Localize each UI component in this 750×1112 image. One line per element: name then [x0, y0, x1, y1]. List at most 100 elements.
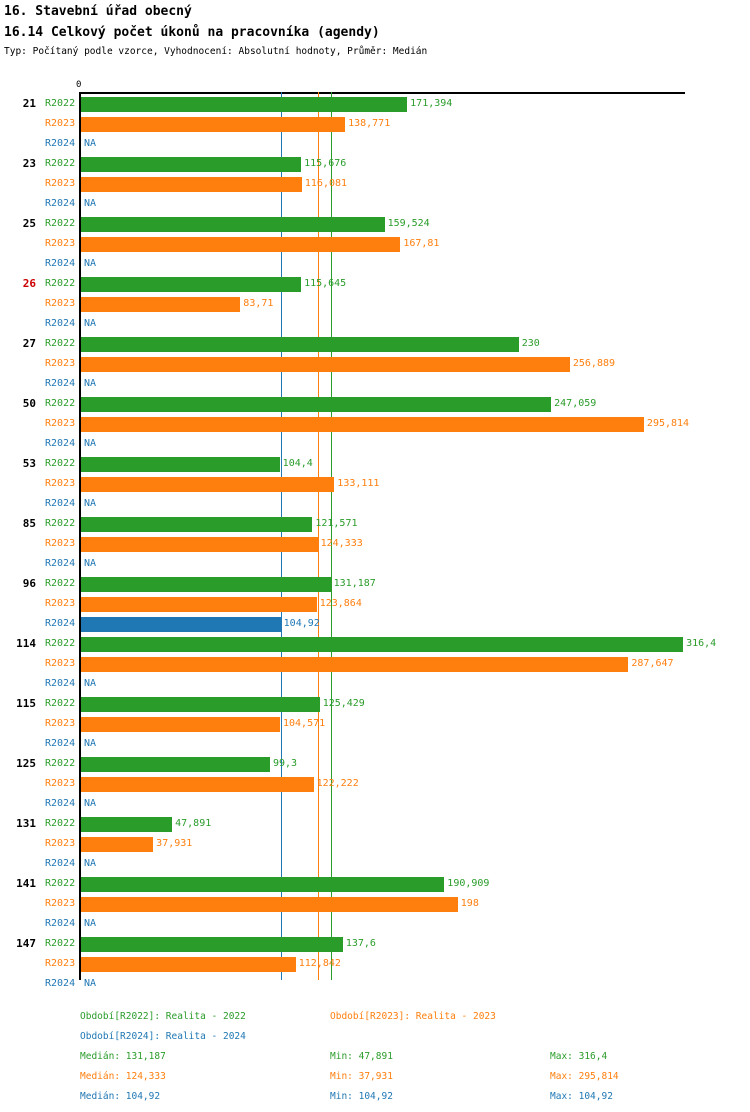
bar-r2022[interactable]: [81, 637, 684, 652]
series-label-r2024: R2024: [45, 438, 76, 449]
group-label-115[interactable]: 115: [16, 697, 36, 710]
axis-zero-line: [79, 92, 81, 980]
bar-r2023[interactable]: [81, 117, 346, 132]
bar-value-na: NA: [84, 378, 97, 389]
chart-row: R2024 NA: [0, 254, 750, 274]
group-label-25[interactable]: 25: [22, 217, 36, 230]
series-label-r2024: R2024: [45, 558, 76, 569]
chart-row: R2023 198: [0, 894, 750, 914]
group-label-96[interactable]: 96: [22, 577, 36, 590]
chart-row: R2024 NA: [0, 314, 750, 334]
bar-r2022[interactable]: [81, 757, 270, 772]
bar-r2023[interactable]: [81, 177, 302, 192]
group-label-131[interactable]: 131: [16, 817, 36, 830]
group-label-23[interactable]: 23: [22, 157, 36, 170]
bar-r2023[interactable]: [81, 417, 644, 432]
bar-r2022[interactable]: [81, 397, 552, 412]
chart-row: R2023 287,647: [0, 654, 750, 674]
group-label-26[interactable]: 26: [22, 277, 36, 290]
series-label-r2022: R2022: [45, 458, 76, 469]
bar-r2022[interactable]: [81, 817, 173, 832]
bar-r2023[interactable]: [81, 837, 154, 852]
chart-row: R2023 116,081: [0, 174, 750, 194]
chart-row: R2022 230: [0, 334, 750, 354]
group-label-53[interactable]: 53: [22, 457, 36, 470]
group-label-85[interactable]: 85: [22, 517, 36, 530]
bar-value-na: NA: [84, 678, 97, 689]
series-label-r2022: R2022: [45, 218, 76, 229]
legend-min-r2023: Min: 37,931: [330, 1071, 393, 1082]
series-label-r2022: R2022: [45, 578, 76, 589]
bar-r2022[interactable]: [81, 277, 302, 292]
chart-row: R2024 104,92: [0, 614, 750, 634]
series-label-r2024: R2024: [45, 738, 76, 749]
chart-group: 53 R2022 104,4 R2023 133,111 R2024 NA: [0, 454, 750, 514]
bar-value-label: 159,524: [387, 218, 430, 229]
series-label-r2024: R2024: [45, 198, 76, 209]
chart-row: R2023 104,571: [0, 714, 750, 734]
median-line-r2023: [317, 92, 319, 980]
bar-value-label: 99,3: [272, 758, 298, 769]
bar-r2023[interactable]: [81, 357, 570, 372]
bar-value-na: NA: [84, 558, 97, 569]
group-label-125[interactable]: 125: [16, 757, 36, 770]
group-label-114[interactable]: 114: [16, 637, 36, 650]
bar-value-label: 287,647: [631, 658, 674, 669]
bar-r2022[interactable]: [81, 337, 519, 352]
series-label-r2023: R2023: [45, 178, 76, 189]
bar-r2022[interactable]: [81, 217, 385, 232]
bar-r2022[interactable]: [81, 877, 445, 892]
bar-r2022[interactable]: [81, 457, 280, 472]
bar-value-na: NA: [84, 258, 97, 269]
series-label-r2023: R2023: [45, 418, 76, 429]
bar-value-label: 37,931: [156, 838, 193, 849]
group-label-50[interactable]: 50: [22, 397, 36, 410]
legend-median-r2022: Medián: 131,187: [80, 1051, 166, 1062]
bar-r2023[interactable]: [81, 237, 401, 252]
bar-r2023[interactable]: [81, 957, 296, 972]
chart-group: 27 R2022 230 R2023 256,889 R2024 NA: [0, 334, 750, 394]
bar-r2024[interactable]: [81, 617, 281, 632]
legend-median-r2024: Medián: 104,92: [80, 1091, 161, 1102]
chart-row: R2024 NA: [0, 794, 750, 814]
group-label-147[interactable]: 147: [16, 937, 36, 950]
chart-row: R2024 NA: [0, 194, 750, 214]
series-label-r2024: R2024: [45, 798, 76, 809]
chart-row: R2023 138,771: [0, 114, 750, 134]
bar-r2022[interactable]: [81, 577, 331, 592]
bar-r2023[interactable]: [81, 297, 241, 312]
bar-r2022[interactable]: [81, 97, 408, 112]
group-label-21[interactable]: 21: [22, 97, 36, 110]
chart-row: R2022 316,4: [0, 634, 750, 654]
bar-r2023[interactable]: [81, 597, 317, 612]
chart-group: 25 R2022 159,524 R2023 167,81 R2024 NA: [0, 214, 750, 274]
chart-group: 26 R2022 115,645 R2023 83,71 R2024 NA: [0, 274, 750, 334]
bar-value-label: 125,429: [322, 698, 365, 709]
series-label-r2022: R2022: [45, 98, 76, 109]
chart-row: R2022 115,645: [0, 274, 750, 294]
bar-r2022[interactable]: [81, 517, 313, 532]
bar-r2022[interactable]: [81, 157, 302, 172]
legend-series-r2023: Období[R2023]: Realita - 2023: [330, 1011, 496, 1022]
bar-value-label: 115,676: [304, 158, 347, 169]
group-label-27[interactable]: 27: [22, 337, 36, 350]
bar-r2023[interactable]: [81, 477, 335, 492]
bar-r2023[interactable]: [81, 537, 318, 552]
bar-r2023[interactable]: [81, 897, 458, 912]
chart-row: R2024 NA: [0, 734, 750, 754]
chart-row: R2022 171,394: [0, 94, 750, 114]
bar-r2022[interactable]: [81, 937, 343, 952]
chart-row: R2024 NA: [0, 674, 750, 694]
chart-row: R2024 NA: [0, 134, 750, 154]
chart-row: R2022 125,429: [0, 694, 750, 714]
chart-group: 125 R2022 99,3 R2023 122,222 R2024 NA: [0, 754, 750, 814]
bar-r2023[interactable]: [81, 777, 314, 792]
bar-r2022[interactable]: [81, 697, 320, 712]
bar-r2023[interactable]: [81, 717, 280, 732]
bar-value-label: 167,81: [403, 238, 440, 249]
series-label-r2024: R2024: [45, 978, 76, 989]
group-label-141[interactable]: 141: [16, 877, 36, 890]
chart-group: 96 R2022 131,187 R2023 123,864 R2024 104,92: [0, 574, 750, 634]
series-label-r2022: R2022: [45, 158, 76, 169]
bar-r2023[interactable]: [81, 657, 629, 672]
